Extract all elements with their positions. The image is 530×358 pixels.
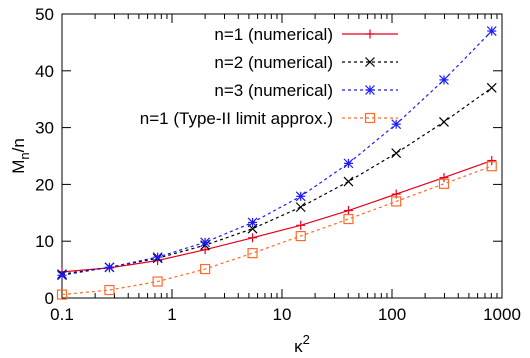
data-point [104,262,115,273]
x-tick-label: 10 [273,305,292,324]
data-point [200,263,211,275]
marker-stroke [391,119,402,130]
legend-marker [364,112,376,124]
data-point [391,119,402,130]
marker-stroke [295,191,306,202]
data-point [391,148,402,159]
marker-stroke [439,116,449,127]
marker-stroke [57,270,67,281]
y-tick-label: 30 [35,119,54,138]
data-point [343,158,354,169]
legend-entry-3: n=3 (numerical) [214,81,398,100]
y-tick-label: 20 [35,175,54,194]
data-point [56,289,68,300]
data-point [438,178,450,189]
y-tick-label: 0 [45,289,54,308]
legend-label: n=1 (Type-II limit approx.) [140,109,333,128]
y-axis-title: Mn/n [9,138,32,174]
data-point [247,248,258,259]
data-point [439,74,449,85]
data-point [200,237,211,248]
marker-stroke [295,202,306,213]
marker-stroke [295,230,306,242]
marker-stroke [438,178,450,189]
series-1 [57,156,497,277]
marker-stroke [247,217,258,228]
marker-stroke [365,85,375,95]
data-point [343,213,354,225]
series-line [61,159,492,273]
marker-stroke [365,57,375,67]
legend-entry-2: n=2 (numerical) [214,53,398,72]
marker-stroke [152,252,163,263]
data-point [295,202,306,213]
marker-stroke [486,161,497,172]
data-point [104,284,115,296]
legend-label: n=3 (numerical) [214,81,333,100]
y-tick-label: 40 [35,62,54,81]
marker-stroke [200,263,211,275]
marker-stroke [343,213,354,225]
series-layer [56,26,497,300]
data-point [57,270,67,281]
x-tick-label: 0.1 [50,305,74,324]
series-line [61,30,493,276]
legend-label: n=2 (numerical) [214,53,333,72]
data-point [295,230,306,242]
x-tick-label: 1 [167,305,176,324]
series-4 [56,161,497,300]
series-3 [57,26,497,281]
marker-stroke [391,196,402,207]
data-point [152,252,163,263]
legend-marker [365,85,375,95]
legend-entry-1: n=1 (numerical) [214,25,398,44]
marker-stroke [486,26,497,36]
marker-stroke [364,112,376,124]
legend-marker [365,57,375,67]
x-tick-label: 1000 [483,305,521,324]
marker-stroke [343,176,354,187]
data-point [296,220,306,230]
marker-stroke [391,148,402,159]
axes: 0.1 1 10 100 1000 0 10 20 30 40 50 κ2 Mn/n [9,5,521,356]
marker-stroke [486,82,497,93]
y-tick-label: 50 [35,5,54,24]
data-point [486,161,497,172]
data-point [343,206,353,216]
legend-entry-4: n=1 (Type-II limit approx.) [140,109,398,128]
data-point [439,173,449,183]
data-point [247,217,258,228]
marker-stroke [200,237,211,248]
marker-stroke [439,74,449,85]
data-point [487,156,497,166]
data-point [486,82,497,93]
marker-stroke [104,262,115,273]
data-point [391,196,402,207]
marker-stroke [152,276,163,287]
data-point [343,176,354,187]
data-point [486,26,497,36]
y-tick-label: 10 [35,232,54,251]
data-point [152,276,163,287]
x-tick-label: 100 [378,305,406,324]
x-axis-title: κ2 [294,332,310,356]
marker-stroke [104,284,115,296]
data-point [295,191,306,202]
marker-stroke [343,158,354,169]
data-point [439,116,449,127]
marker-stroke [247,248,258,259]
legend-label: n=1 (numerical) [214,25,333,44]
legend-marker [365,29,375,39]
data-point [248,233,258,243]
marker-stroke [56,289,68,300]
series-line [61,165,492,296]
legend: n=1 (numerical) n=2 (numerical) n=3 (numer… [140,25,398,128]
